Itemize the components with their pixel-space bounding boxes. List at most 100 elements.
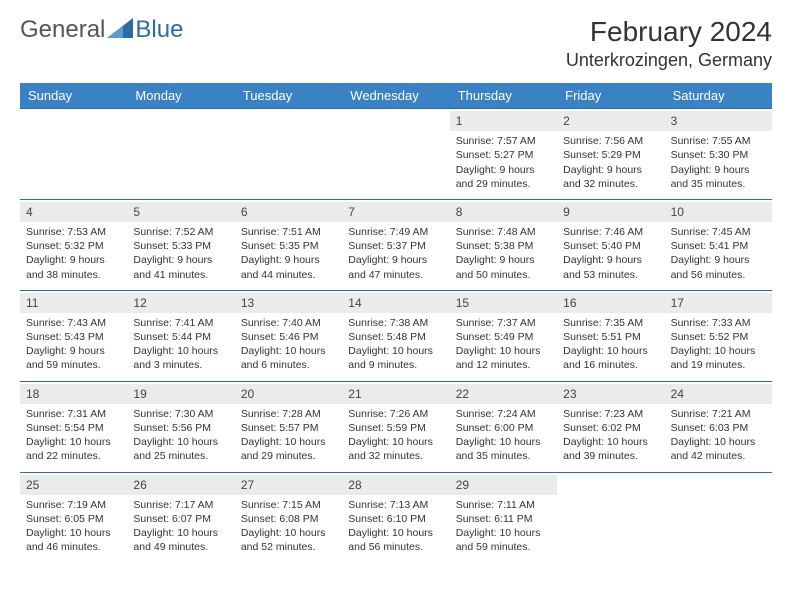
info-line: Daylight: 10 hours xyxy=(456,526,551,540)
info-line: and 35 minutes. xyxy=(456,449,551,463)
day-cell: 19Sunrise: 7:30 AMSunset: 5:56 PMDayligh… xyxy=(127,382,234,472)
info-line: Sunrise: 7:57 AM xyxy=(456,134,551,148)
info-line: and 3 minutes. xyxy=(133,358,228,372)
info-line: Sunrise: 7:21 AM xyxy=(671,407,766,421)
date-number: 19 xyxy=(127,384,234,404)
info-line: Sunset: 5:49 PM xyxy=(456,330,551,344)
logo-text-gray: General xyxy=(20,16,105,44)
day-cell: 15Sunrise: 7:37 AMSunset: 5:49 PMDayligh… xyxy=(450,291,557,381)
info-line: Daylight: 10 hours xyxy=(671,435,766,449)
day-cell: 7Sunrise: 7:49 AMSunset: 5:37 PMDaylight… xyxy=(342,200,449,290)
date-number: 15 xyxy=(450,293,557,313)
date-number: 11 xyxy=(20,293,127,313)
date-number: 13 xyxy=(235,293,342,313)
info-line: and 44 minutes. xyxy=(241,268,336,282)
date-number: 26 xyxy=(127,475,234,495)
info-line: and 47 minutes. xyxy=(348,268,443,282)
info-line: Sunrise: 7:46 AM xyxy=(563,225,658,239)
day-cell: 4Sunrise: 7:53 AMSunset: 5:32 PMDaylight… xyxy=(20,200,127,290)
day-cell: 23 Sunrise: 7:23 AMSunset: 6:02 PMDayligh… xyxy=(557,382,664,472)
calendar: SundayMondayTuesdayWednesdayThursdayFrid… xyxy=(20,83,772,562)
day-cell: 26Sunrise: 7:17 AMSunset: 6:07 PMDayligh… xyxy=(127,473,234,563)
info-line: Daylight: 10 hours xyxy=(348,435,443,449)
day-cell: 6Sunrise: 7:51 AMSunset: 5:35 PMDaylight… xyxy=(235,200,342,290)
date-number: 23 xyxy=(557,384,664,404)
info-line: Sunrise: 7:35 AM xyxy=(563,316,658,330)
empty-cell xyxy=(20,109,127,199)
info-line: Sunrise: 7:52 AM xyxy=(133,225,228,239)
info-line: and 59 minutes. xyxy=(456,540,551,554)
info-line: Daylight: 9 hours xyxy=(133,253,228,267)
info-line: Sunrise: 7:43 AM xyxy=(26,316,121,330)
info-line: Sunset: 6:05 PM xyxy=(26,512,121,526)
week-row: 4Sunrise: 7:53 AMSunset: 5:32 PMDaylight… xyxy=(20,199,772,290)
info-line: and 56 minutes. xyxy=(671,268,766,282)
info-line: Sunrise: 7:23 AM xyxy=(563,407,658,421)
info-line: Sunset: 6:07 PM xyxy=(133,512,228,526)
day-cell: 17Sunrise: 7:33 AMSunset: 5:52 PMDayligh… xyxy=(665,291,772,381)
day-cell: 21Sunrise: 7:26 AMSunset: 5:59 PMDayligh… xyxy=(342,382,449,472)
info-line: Sunrise: 7:33 AM xyxy=(671,316,766,330)
info-line: Sunrise: 7:11 AM xyxy=(456,498,551,512)
info-line: Sunrise: 7:51 AM xyxy=(241,225,336,239)
info-line: Sunset: 5:37 PM xyxy=(348,239,443,253)
info-line: Daylight: 9 hours xyxy=(671,253,766,267)
day-cell: 2Sunrise: 7:56 AMSunset: 5:29 PMDaylight… xyxy=(557,109,664,199)
info-line: Sunrise: 7:26 AM xyxy=(348,407,443,421)
day-cell: 1Sunrise: 7:57 AMSunset: 5:27 PMDaylight… xyxy=(450,109,557,199)
info-line: Daylight: 10 hours xyxy=(241,526,336,540)
week-row: 11Sunrise: 7:43 AMSunset: 5:43 PMDayligh… xyxy=(20,290,772,381)
date-number: 5 xyxy=(127,202,234,222)
info-line: and 46 minutes. xyxy=(26,540,121,554)
day-cell: 14Sunrise: 7:38 AMSunset: 5:48 PMDayligh… xyxy=(342,291,449,381)
date-number: 14 xyxy=(342,293,449,313)
info-line: Sunset: 5:27 PM xyxy=(456,148,551,162)
title-block: February 2024 Unterkrozingen, Germany xyxy=(566,16,772,71)
date-number: 10 xyxy=(665,202,772,222)
info-line: Daylight: 9 hours xyxy=(348,253,443,267)
day-header-row: SundayMondayTuesdayWednesdayThursdayFrid… xyxy=(20,83,772,108)
info-line: Sunset: 5:40 PM xyxy=(563,239,658,253)
info-line: Sunrise: 7:55 AM xyxy=(671,134,766,148)
info-line: Sunset: 5:41 PM xyxy=(671,239,766,253)
info-line: Sunset: 5:29 PM xyxy=(563,148,658,162)
info-line: Daylight: 10 hours xyxy=(348,526,443,540)
info-line: Sunset: 5:38 PM xyxy=(456,239,551,253)
info-line: Sunset: 5:44 PM xyxy=(133,330,228,344)
date-number: 12 xyxy=(127,293,234,313)
date-number: 2 xyxy=(557,111,664,131)
day-cell: 11Sunrise: 7:43 AMSunset: 5:43 PMDayligh… xyxy=(20,291,127,381)
info-line: Sunset: 6:11 PM xyxy=(456,512,551,526)
day-header-cell: Thursday xyxy=(450,83,557,108)
info-line: and 41 minutes. xyxy=(133,268,228,282)
info-line: Sunrise: 7:19 AM xyxy=(26,498,121,512)
logo-triangle-icon xyxy=(107,18,133,43)
info-line: and 50 minutes. xyxy=(456,268,551,282)
info-line: Sunrise: 7:41 AM xyxy=(133,316,228,330)
info-line: and 52 minutes. xyxy=(241,540,336,554)
logo: General Blue xyxy=(20,16,183,44)
date-number: 27 xyxy=(235,475,342,495)
info-line: Daylight: 10 hours xyxy=(133,344,228,358)
weeks-container: 1Sunrise: 7:57 AMSunset: 5:27 PMDaylight… xyxy=(20,108,772,562)
info-line: Daylight: 10 hours xyxy=(26,435,121,449)
info-line: and 25 minutes. xyxy=(133,449,228,463)
info-line: and 9 minutes. xyxy=(348,358,443,372)
info-line: Sunrise: 7:53 AM xyxy=(26,225,121,239)
info-line: Daylight: 9 hours xyxy=(26,344,121,358)
info-line: Sunrise: 7:49 AM xyxy=(348,225,443,239)
date-number: 17 xyxy=(665,293,772,313)
day-header-cell: Tuesday xyxy=(235,83,342,108)
info-line: Sunrise: 7:30 AM xyxy=(133,407,228,421)
info-line: Daylight: 10 hours xyxy=(348,344,443,358)
info-line: Daylight: 10 hours xyxy=(563,435,658,449)
info-line: Daylight: 10 hours xyxy=(671,344,766,358)
info-line: Sunset: 5:57 PM xyxy=(241,421,336,435)
info-line: Sunset: 6:02 PM xyxy=(563,421,658,435)
day-header-cell: Sunday xyxy=(20,83,127,108)
info-line: Sunset: 6:10 PM xyxy=(348,512,443,526)
day-cell: 16Sunrise: 7:35 AMSunset: 5:51 PMDayligh… xyxy=(557,291,664,381)
info-line: Sunrise: 7:37 AM xyxy=(456,316,551,330)
empty-cell xyxy=(342,109,449,199)
info-line: and 12 minutes. xyxy=(456,358,551,372)
